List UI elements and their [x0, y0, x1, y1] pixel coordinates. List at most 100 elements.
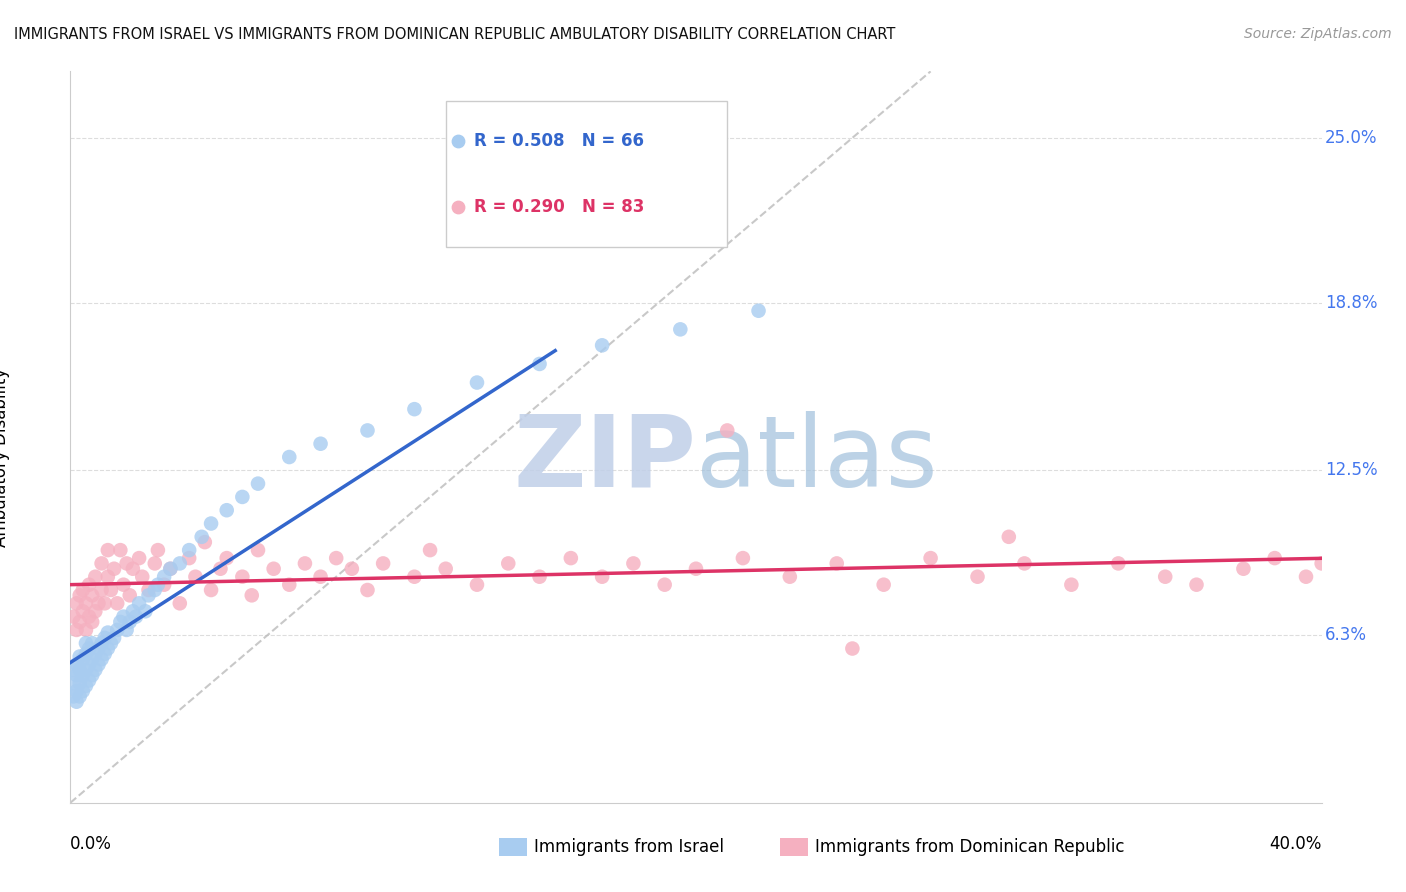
Point — [69, 615, 91, 629]
Point — [84, 604, 107, 618]
Point — [93, 631, 115, 645]
Point — [75, 623, 97, 637]
Point — [920, 551, 942, 566]
Point — [215, 503, 238, 517]
Point — [72, 668, 94, 682]
Bar — [446, 101, 727, 247]
Point — [560, 551, 582, 566]
Point — [125, 609, 148, 624]
Point — [100, 582, 122, 597]
Point — [97, 625, 120, 640]
Point — [278, 577, 301, 591]
Point — [371, 557, 394, 571]
Text: ZIP: ZIP — [513, 410, 696, 508]
Point — [200, 582, 222, 597]
Text: 0.0%: 0.0% — [70, 835, 112, 853]
Point — [75, 636, 97, 650]
Point — [654, 577, 676, 591]
Point — [75, 647, 97, 661]
Point — [340, 562, 363, 576]
Point — [529, 357, 551, 371]
Point — [966, 570, 988, 584]
Point — [77, 657, 100, 672]
Point — [90, 636, 112, 650]
Point — [82, 668, 104, 682]
Point — [1295, 570, 1317, 584]
Point — [1060, 577, 1083, 591]
Point — [75, 596, 97, 610]
Point — [87, 596, 110, 610]
Point — [65, 657, 87, 672]
Point — [278, 450, 301, 464]
Point — [447, 134, 470, 148]
Point — [82, 652, 104, 666]
Point — [62, 676, 84, 690]
Point — [72, 652, 94, 666]
Point — [128, 551, 150, 566]
Point — [247, 543, 270, 558]
Point — [146, 543, 169, 558]
Point — [231, 570, 253, 584]
Point — [84, 647, 107, 661]
Point — [200, 516, 222, 531]
Point — [65, 695, 87, 709]
Point — [731, 551, 754, 566]
Point — [294, 557, 316, 571]
Point — [716, 424, 738, 438]
Point — [419, 543, 441, 558]
Point — [65, 623, 87, 637]
Point — [121, 604, 145, 618]
Point — [356, 582, 378, 597]
Point — [110, 543, 132, 558]
Point — [97, 543, 120, 558]
Point — [97, 641, 120, 656]
Point — [591, 570, 613, 584]
Point — [997, 530, 1019, 544]
Point — [65, 668, 87, 682]
Point — [90, 582, 112, 597]
Point — [325, 551, 347, 566]
Point — [112, 577, 135, 591]
Point — [121, 562, 145, 576]
Point — [153, 570, 176, 584]
Point — [143, 582, 166, 597]
Point — [65, 596, 87, 610]
Point — [115, 623, 138, 637]
Point — [110, 615, 132, 629]
Point — [69, 663, 91, 677]
Point — [72, 604, 94, 618]
Point — [159, 562, 181, 576]
Point — [247, 476, 270, 491]
Point — [404, 570, 426, 584]
Point — [179, 543, 201, 558]
Point — [72, 684, 94, 698]
Point — [69, 690, 91, 704]
Point — [84, 570, 107, 584]
Text: 40.0%: 40.0% — [1270, 835, 1322, 853]
Point — [465, 376, 488, 390]
Point — [529, 570, 551, 584]
Point — [1154, 570, 1177, 584]
Point — [1185, 577, 1208, 591]
Point — [118, 615, 141, 629]
Point — [105, 623, 128, 637]
Point — [82, 588, 104, 602]
Point — [93, 596, 115, 610]
Text: Immigrants from Israel: Immigrants from Israel — [534, 838, 724, 856]
Point — [62, 609, 84, 624]
Point — [87, 641, 110, 656]
Point — [84, 663, 107, 677]
Point — [685, 562, 707, 576]
Point — [77, 673, 100, 688]
Point — [159, 562, 181, 576]
Point — [748, 303, 770, 318]
Point — [65, 684, 87, 698]
Text: 25.0%: 25.0% — [1324, 128, 1378, 147]
Point — [77, 641, 100, 656]
Point — [77, 577, 100, 591]
Point — [179, 551, 201, 566]
Point — [146, 577, 169, 591]
Point — [97, 570, 120, 584]
Point — [184, 570, 207, 584]
Text: R = 0.508   N = 66: R = 0.508 N = 66 — [474, 131, 644, 150]
